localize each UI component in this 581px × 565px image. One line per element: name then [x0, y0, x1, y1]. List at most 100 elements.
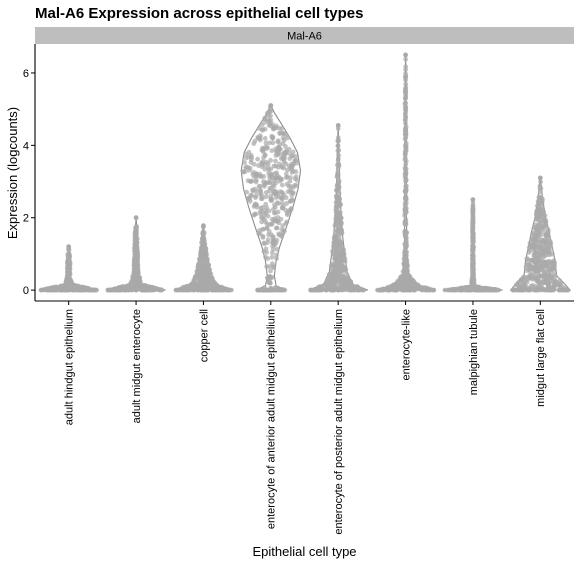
data-point: [76, 287, 82, 293]
data-point: [149, 287, 155, 293]
data-point: [159, 287, 165, 293]
x-tick-label: enterocyte-like: [400, 309, 412, 381]
data-point: [404, 230, 409, 236]
data-point: [336, 270, 341, 276]
x-axis-title: Epithelial cell type: [252, 544, 356, 559]
data-point: [403, 208, 408, 214]
data-point: [334, 244, 340, 250]
data-point: [543, 273, 549, 279]
data-point: [260, 215, 266, 221]
data-point: [403, 162, 409, 167]
data-point: [335, 138, 341, 144]
y-tick-label: 0: [23, 285, 29, 297]
data-point-max: [201, 223, 206, 229]
data-point: [262, 115, 268, 121]
y-tick-label: 4: [23, 140, 29, 152]
data-point: [547, 259, 552, 264]
data-point: [277, 161, 282, 167]
data-point: [545, 227, 551, 233]
x-tick-label: copper cell: [198, 309, 210, 362]
data-point: [399, 287, 405, 293]
data-point: [284, 201, 289, 206]
data-point: [261, 240, 267, 246]
data-point: [538, 287, 544, 293]
data-point: [537, 186, 543, 191]
data-point: [401, 261, 407, 266]
data-point: [262, 181, 267, 186]
data-point: [286, 150, 292, 156]
data-point: [470, 238, 476, 244]
data-point: [277, 131, 283, 137]
data-point: [533, 256, 539, 261]
data-point: [253, 195, 258, 201]
data-point: [470, 269, 476, 275]
data-point: [191, 287, 197, 293]
data-point: [470, 253, 476, 258]
data-point: [201, 270, 207, 275]
data-point: [270, 140, 276, 146]
data-point: [244, 189, 250, 195]
data-point: [253, 211, 259, 217]
data-point: [186, 287, 191, 293]
data-point: [494, 287, 499, 293]
data-point: [293, 158, 299, 163]
data-point: [142, 284, 147, 289]
data-point: [534, 203, 540, 209]
data-point: [400, 278, 406, 283]
data-point: [540, 273, 545, 279]
data-point: [264, 225, 270, 231]
data-point: [274, 149, 279, 155]
data-point: [538, 179, 543, 185]
data-point: [283, 171, 289, 177]
data-point: [335, 143, 341, 149]
data-point: [335, 170, 341, 176]
data-point: [407, 287, 413, 293]
data-point: [332, 280, 337, 285]
data-point: [53, 287, 59, 293]
data-point: [471, 283, 477, 289]
data-point: [253, 179, 259, 185]
data-point: [339, 257, 345, 263]
data-point: [402, 213, 408, 219]
data-point: [538, 244, 544, 249]
data-point: [268, 166, 274, 172]
data-point: [403, 147, 409, 153]
y-tick-label: 2: [23, 213, 29, 225]
x-tick-label: enterocyte of posterior adult midgut epi…: [333, 309, 345, 535]
data-point: [265, 161, 271, 167]
data-point: [539, 211, 545, 217]
data-point: [63, 278, 69, 284]
data-point: [284, 181, 290, 187]
data-point: [541, 217, 547, 223]
data-point: [537, 189, 543, 195]
data-point: [413, 283, 419, 289]
data-point: [539, 262, 545, 268]
x-tick-label: malpighian tubule: [468, 309, 480, 395]
data-point: [402, 201, 408, 206]
data-point: [133, 287, 139, 293]
data-point: [281, 165, 287, 171]
data-point: [340, 287, 345, 293]
data-point: [92, 287, 97, 293]
data-point: [255, 287, 261, 293]
data-point: [258, 183, 263, 189]
data-point: [243, 165, 249, 171]
chart-title: Mal-A6 Expression across epithelial cell…: [35, 5, 363, 22]
data-point: [544, 232, 550, 238]
data-point: [267, 140, 272, 146]
violin-points-1: [38, 244, 99, 293]
data-point: [269, 254, 275, 260]
data-point: [265, 256, 271, 261]
data-point: [338, 202, 343, 208]
facet-strip-label: Mal-A6: [287, 31, 322, 43]
data-point-max: [470, 197, 476, 203]
data-point: [335, 188, 341, 194]
data-point: [279, 205, 285, 211]
data-point: [424, 287, 430, 293]
data-point: [134, 263, 140, 269]
data-point: [335, 182, 340, 188]
data-point: [173, 287, 179, 293]
data-point: [199, 240, 205, 246]
data-point: [270, 234, 276, 240]
